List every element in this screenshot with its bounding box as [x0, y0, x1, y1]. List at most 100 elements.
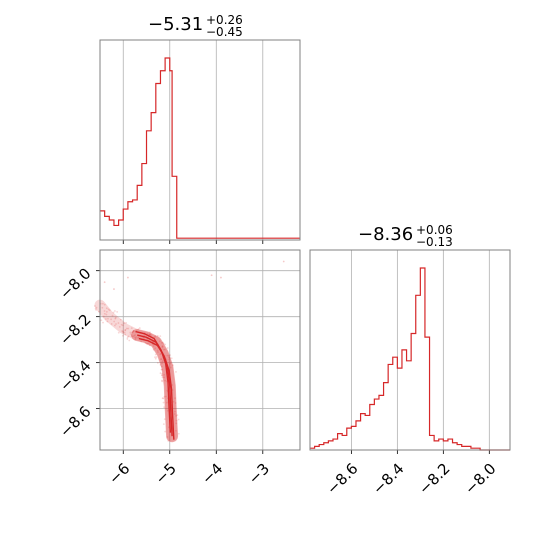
sample-point [114, 324, 116, 327]
sample-point [112, 311, 115, 314]
sample-point [175, 422, 178, 425]
sample-point [154, 336, 156, 338]
sample-point [159, 353, 162, 356]
sample-point [169, 354, 172, 357]
sample-point [162, 359, 164, 362]
sample-point [132, 330, 135, 333]
sample-point [164, 430, 167, 433]
sample-point [159, 364, 162, 366]
sample-point [157, 351, 159, 354]
sample-point [166, 354, 169, 357]
sample-point [172, 400, 175, 403]
sample-point [161, 345, 164, 348]
panel-frame [309, 249, 511, 451]
sample-point [119, 318, 122, 321]
sample-point [162, 342, 165, 345]
histogram-panel-param-1 [99, 39, 301, 244]
sample-point [114, 317, 117, 320]
sample-point [137, 336, 140, 339]
tick-labels: −6 −5 −4 −3−8.0−8.2−8.4−8.6−8.6 −8.4 −8.2 −8.0 [56, 265, 500, 499]
sample-point [104, 318, 107, 320]
x-tick-label-param-2: −8.4 [369, 460, 407, 498]
y-tick-label-param-2: −8.6 [56, 402, 94, 440]
sample-point [106, 320, 109, 323]
sample-point [130, 335, 133, 338]
sample-point [174, 410, 176, 413]
sample-point [171, 384, 174, 386]
sample-point [154, 357, 157, 360]
sample-point [164, 343, 167, 346]
panel-frame [99, 39, 301, 241]
sample-point [175, 419, 178, 422]
sample-point [220, 276, 222, 279]
sample-point [163, 395, 166, 398]
sample-point [98, 310, 100, 313]
sample-point [160, 374, 163, 377]
title-2-upper: +0.06 [416, 223, 453, 237]
sample-point [125, 327, 128, 330]
sample-point [159, 358, 162, 361]
sample-point [162, 341, 164, 344]
sample-point [134, 334, 136, 336]
sample-point [167, 354, 170, 357]
sample-point [127, 327, 130, 330]
histogram-panel-param-2 [309, 249, 511, 454]
sample-point [127, 276, 129, 279]
sample-point [130, 334, 133, 336]
sample-point [166, 401, 168, 404]
sample-point [168, 357, 171, 359]
title-2-lower: −0.13 [416, 235, 453, 249]
x-tick-label-param-2: −8.0 [461, 460, 499, 498]
sample-point [100, 319, 103, 322]
sample-point [105, 310, 108, 313]
histogram-line-param-2 [310, 267, 510, 451]
sample-point [164, 348, 166, 351]
sample-point [163, 373, 166, 376]
sample-point [160, 358, 163, 361]
sample-point [117, 322, 120, 324]
sample-point [166, 347, 169, 349]
sample-point [103, 303, 106, 306]
sample-point [130, 327, 133, 330]
sample-point [134, 337, 137, 340]
sample-point [149, 333, 152, 336]
sample-point [168, 358, 170, 361]
sample-point [129, 333, 132, 335]
sample-point [172, 364, 174, 367]
sample-point [161, 374, 164, 377]
sample-point [159, 372, 162, 375]
title-1-median: −5.31 [148, 14, 203, 35]
y-tick-label-param-2: −8.4 [56, 356, 94, 394]
sample-point [154, 353, 157, 356]
x-tick-label-param-1: −6 [105, 460, 133, 488]
sample-point [117, 331, 120, 334]
x-tick-label-param-1: −3 [245, 460, 273, 488]
title-param-1: −5.31 +0.26 −0.45 [148, 13, 243, 39]
title-2-median: −8.36 [358, 224, 413, 245]
sample-point [132, 335, 134, 338]
sample-point [210, 274, 213, 277]
sample-point [95, 309, 98, 311]
sample-point [160, 341, 163, 344]
sample-point [137, 337, 140, 340]
sample-point [161, 372, 164, 375]
sample-point [114, 310, 116, 312]
sample-point [116, 310, 119, 313]
sample-point [111, 314, 114, 317]
sample-point [101, 302, 104, 305]
sample-point [118, 325, 121, 328]
sample-point [126, 338, 129, 340]
sample-point [105, 307, 108, 310]
sample-point [123, 331, 126, 334]
sample-point [155, 356, 158, 358]
sample-point [148, 344, 151, 347]
sample-point [135, 336, 138, 339]
sample-point [103, 281, 106, 284]
sample-point [160, 368, 163, 371]
sample-point [165, 395, 167, 398]
sample-point [102, 321, 104, 324]
sample-point [152, 345, 155, 347]
sample-point [154, 347, 157, 350]
sample-point [122, 334, 124, 337]
